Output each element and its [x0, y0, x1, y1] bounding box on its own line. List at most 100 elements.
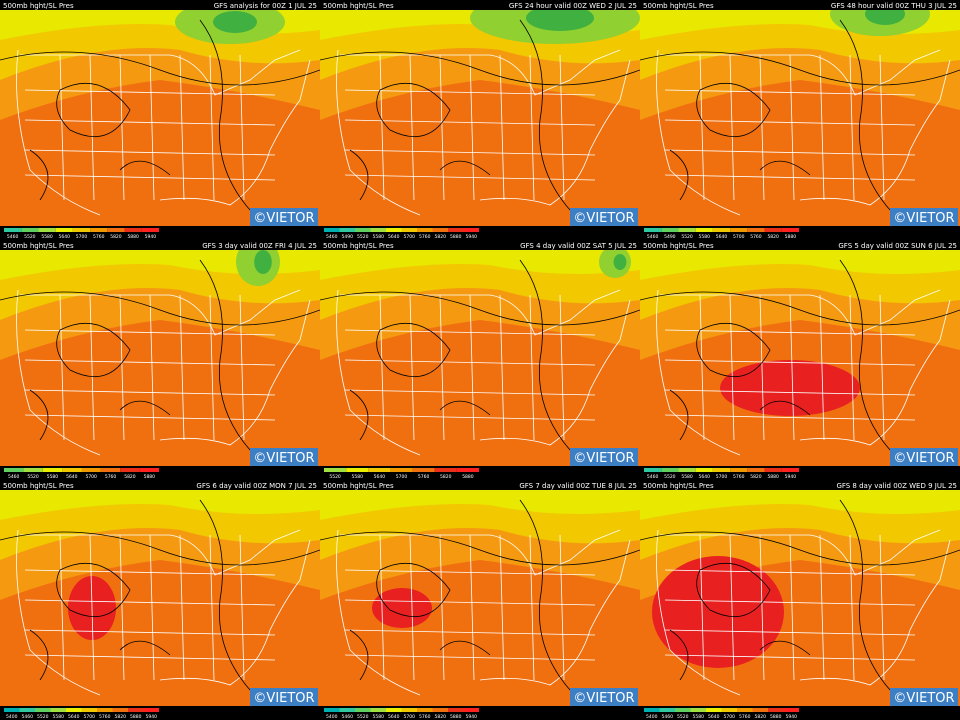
colorbar-swatch	[401, 228, 417, 232]
coastline	[656, 49, 951, 216]
state-line	[469, 534, 475, 681]
right-title: GFS 3 day valid 00Z FRI 4 JUL 25	[202, 242, 317, 250]
colorbar-swatch	[412, 468, 435, 472]
colorbar-swatch	[712, 468, 731, 472]
state-line	[24, 569, 276, 576]
state-line	[344, 119, 596, 126]
colorbar-label: 5820	[755, 714, 767, 720]
contour	[199, 259, 251, 451]
contour	[519, 259, 571, 451]
colorbar-swatch	[690, 708, 706, 712]
coastline	[16, 49, 311, 216]
state-line	[344, 389, 596, 396]
contour	[349, 389, 491, 441]
colorbar-swatch	[120, 468, 140, 472]
right-title: GFS analysis for 00Z 1 JUL 25	[214, 2, 317, 10]
colorbar-label: 5820	[115, 714, 127, 720]
colorbar-label: 5520	[681, 234, 693, 240]
colorbar-swatch	[706, 708, 722, 712]
state-line	[344, 359, 596, 366]
colorbar-swatch	[19, 708, 35, 712]
left-title: 500mb hght/SL Pres	[3, 482, 74, 490]
colorbar-label: 5820	[110, 234, 122, 240]
colorbar-label: 5940	[145, 234, 157, 240]
colorbar-label: 5640	[68, 714, 80, 720]
state-line	[24, 629, 276, 636]
watermark-box	[570, 208, 638, 226]
colorbar-swatch	[764, 468, 782, 472]
red-region	[372, 588, 432, 628]
colorbar-swatch	[143, 708, 159, 712]
watermark: ©VIETOR	[253, 451, 314, 466]
green-core	[254, 250, 272, 274]
contour	[0, 531, 320, 566]
right-title: GFS 7 day valid 00Z TUE 8 JUL 25	[519, 482, 637, 490]
contour	[0, 51, 320, 86]
colorbar-label: 5640	[374, 474, 386, 480]
colorbar-swatch	[42, 468, 63, 472]
colorbar-swatch	[781, 468, 799, 472]
red-region	[652, 556, 784, 668]
colorbar-label: 5760	[739, 714, 751, 720]
contour	[839, 499, 891, 691]
colorbar-swatch	[90, 228, 108, 232]
colorbar-label: 5760	[419, 714, 431, 720]
watermark: ©VIETOR	[573, 691, 634, 706]
green-core	[613, 254, 627, 270]
colorbar-label: 5460	[647, 474, 659, 480]
colorbar-label: 5460	[647, 234, 659, 240]
colorbar-label: 5880	[785, 234, 797, 240]
right-title: GFS 6 day valid 00Z MON 7 JUL 25	[196, 482, 317, 490]
colorbar-swatch	[644, 228, 662, 232]
colorbar-swatch	[4, 228, 22, 232]
colorbar-swatch	[370, 228, 386, 232]
colorbar-swatch	[675, 708, 691, 712]
coastline	[16, 529, 311, 696]
colorbar-swatch	[730, 228, 748, 232]
state-line	[209, 294, 215, 441]
colorbar-label: 5580	[47, 474, 59, 480]
left-title: 500mb hght/SL Pres	[643, 2, 714, 10]
colorbar-swatch	[141, 228, 159, 232]
state-line	[344, 569, 596, 576]
colorbar-swatch	[712, 228, 731, 232]
state-line	[759, 534, 765, 681]
state-line	[24, 119, 276, 126]
state-line	[409, 54, 415, 201]
colorbar-label: 5880	[450, 714, 462, 720]
colorbar-swatch	[35, 708, 51, 712]
colorbar-swatch	[107, 228, 125, 232]
contour	[376, 83, 451, 138]
country-border	[340, 289, 621, 336]
colorbar-label: 5580	[53, 714, 65, 720]
colorbar-swatch	[417, 708, 433, 712]
right-title: GFS 4 day valid 00Z SAT 5 JUL 25	[520, 242, 637, 250]
colorbar-label: 5880	[127, 234, 139, 240]
state-line	[239, 294, 245, 441]
colorbar-label: 5520	[37, 714, 49, 720]
right-title: GFS 5 day valid 00Z SUN 6 JUL 25	[838, 242, 957, 250]
contour	[320, 51, 640, 86]
colorbar-label: 5580	[373, 234, 385, 240]
left-title: 500mb hght/SL Pres	[3, 2, 74, 10]
colorbar-label: 5820	[124, 474, 136, 480]
colorbar-swatch	[4, 468, 24, 472]
right-title: GFS 48 hour valid 00Z THU 3 JUL 25	[831, 2, 957, 10]
colorbar-label: 5580	[681, 474, 693, 480]
colorbar-label: 5700	[404, 714, 416, 720]
contour	[199, 499, 251, 691]
contour	[56, 563, 131, 618]
yellow-light-region	[320, 490, 640, 520]
state-line	[24, 389, 276, 396]
colorbar-swatch	[747, 468, 765, 472]
colorbar-swatch	[463, 228, 479, 232]
state-line	[529, 294, 535, 441]
contour	[376, 323, 451, 378]
colorbar-label: 5940	[466, 234, 478, 240]
state-line	[879, 534, 885, 681]
country-border	[340, 49, 621, 96]
state-line	[879, 294, 885, 441]
watermark-box	[250, 208, 318, 226]
map-panel: 500mb hght/SL Pres GFS 48 hour valid 00Z …	[640, 0, 960, 240]
header-bar	[640, 0, 960, 10]
